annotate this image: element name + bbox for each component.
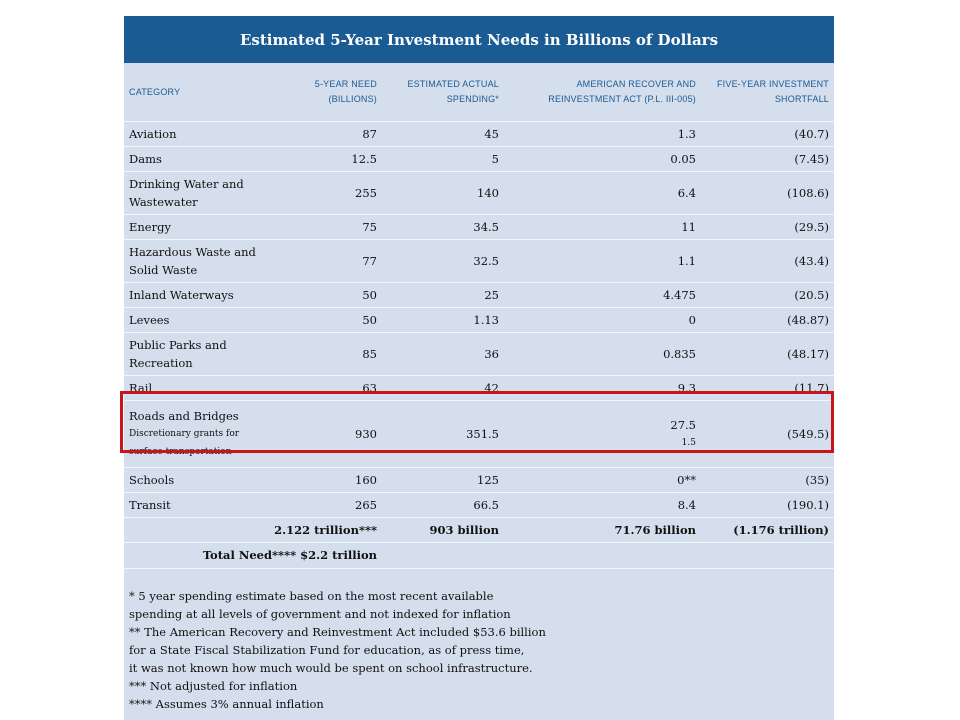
- total-need-cell: Total Need**** $2.2 trillion: [124, 542, 382, 568]
- category-cell: Aviation: [124, 121, 282, 147]
- header-arra: AMERICAN RECOVER AND REINVESTMENT ACT (P.…: [548, 79, 696, 104]
- category-cell: Inland Waterways: [124, 282, 282, 308]
- arra-cell: 0.835: [504, 332, 701, 376]
- need-cell: 12.5: [282, 146, 382, 172]
- table-row-energy: Energy 75 34.5 11 (29.5): [124, 214, 834, 240]
- investment-table-panel: Estimated 5-Year Investment Needs in Bil…: [124, 16, 834, 720]
- footnote-line: it was not known how much would be spent…: [129, 660, 533, 675]
- totals-spending-cell: 903 billion: [382, 517, 504, 543]
- arra-cell: 0.05: [504, 146, 701, 172]
- roads-bridges-highlight-box: [120, 391, 834, 453]
- spending-cell: 32.5: [382, 239, 504, 283]
- shortfall-cell: (190.1): [701, 492, 834, 518]
- table-title: Estimated 5-Year Investment Needs in Bil…: [124, 16, 834, 63]
- table-row-schools: Schools 160 125 0** (35): [124, 467, 834, 493]
- footnote-line: *** Not adjusted for inflation: [129, 678, 298, 693]
- footnote-line: ** The American Recovery and Reinvestmen…: [129, 624, 546, 639]
- footnotes: * 5 year spending estimate based on the …: [124, 567, 834, 713]
- total-need-row: Total Need**** $2.2 trillion: [124, 542, 834, 568]
- shortfall-cell: (43.4): [701, 239, 834, 283]
- spending-cell: 125: [382, 467, 504, 493]
- arra-cell: 8.4: [504, 492, 701, 518]
- table-row-dams: Dams 12.5 5 0.05 (7.45): [124, 146, 834, 172]
- shortfall-cell: (108.6): [701, 171, 834, 215]
- spending-cell: 34.5: [382, 214, 504, 240]
- header-shortfall: FIVE-YEAR INVESTMENT SHORTFALL: [716, 79, 829, 104]
- shortfall-cell: (48.17): [701, 332, 834, 376]
- arra-cell: 11: [504, 214, 701, 240]
- totals-arra-cell: 71.76 billion: [504, 517, 701, 543]
- header-spending: ESTIMATED ACTUAL SPENDING*: [407, 79, 499, 104]
- arra-cell: 1.3: [504, 121, 701, 147]
- category-cell: Drinking Water and Wastewater: [124, 171, 282, 215]
- footnote-line: spending at all levels of government and…: [129, 606, 511, 621]
- need-cell: 255: [282, 171, 382, 215]
- spending-cell: 42: [382, 375, 504, 401]
- category-cell: Schools: [124, 467, 282, 493]
- need-cell: 50: [282, 307, 382, 333]
- totals-row: 2.122 trillion*** 903 billion 71.76 bill…: [124, 517, 834, 543]
- shortfall-cell: (7.45): [701, 146, 834, 172]
- need-cell: 930: [282, 400, 382, 468]
- empty-cell: [504, 542, 701, 568]
- shortfall-cell: (20.5): [701, 282, 834, 308]
- category-cell: Levees: [124, 307, 282, 333]
- shortfall-cell: (549.5): [701, 400, 834, 468]
- spending-cell: 36: [382, 332, 504, 376]
- arra-cell: 6.4: [504, 171, 701, 215]
- spending-cell: 351.5: [382, 400, 504, 468]
- investment-table: CATEGORY 5-YEAR NEED (BILLIONS) ESTIMATED…: [124, 63, 834, 568]
- category-cell: Transit: [124, 492, 282, 518]
- spending-cell: 5: [382, 146, 504, 172]
- need-cell: 85: [282, 332, 382, 376]
- spending-cell: 45: [382, 121, 504, 147]
- header-need: 5-YEAR NEED (BILLIONS): [314, 79, 377, 104]
- category-cell: Public Parks and Recreation: [124, 332, 282, 376]
- category-cell: Hazardous Waste and Solid Waste: [124, 239, 282, 283]
- table-row-aviation: Aviation 87 45 1.3 (40.7): [124, 121, 834, 147]
- totals-need-cell: 2.122 trillion***: [124, 517, 382, 543]
- arra-cell: 0: [504, 307, 701, 333]
- subcategory-label: Discretionary grants for: [129, 429, 240, 439]
- arra-cell: 27.5 1.5: [504, 400, 701, 468]
- need-cell: 160: [282, 467, 382, 493]
- empty-cell: [701, 542, 834, 568]
- need-cell: 87: [282, 121, 382, 147]
- spending-cell: 66.5: [382, 492, 504, 518]
- arra-cell: 1.1: [504, 239, 701, 283]
- arra-cell: 4.475: [504, 282, 701, 308]
- category-cell: Energy: [124, 214, 282, 240]
- table-row-levees: Levees 50 1.13 0 (48.87): [124, 307, 834, 333]
- table-row-hazardous-waste: Hazardous Waste and Solid Waste 77 32.5 1…: [124, 239, 834, 283]
- arra-sub-value: 1.5: [681, 438, 696, 448]
- need-cell: 50: [282, 282, 382, 308]
- spending-cell: 1.13: [382, 307, 504, 333]
- footnote-line: for a State Fiscal Stabilization Fund fo…: [129, 642, 525, 657]
- empty-cell: [382, 542, 504, 568]
- footnote-line: **** Assumes 3% annual inflation: [129, 696, 324, 711]
- header-category: CATEGORY: [129, 86, 181, 97]
- category-cell: Dams: [124, 146, 282, 172]
- shortfall-cell: (35): [701, 467, 834, 493]
- need-cell: 75: [282, 214, 382, 240]
- column-header-row: CATEGORY 5-YEAR NEED (BILLIONS) ESTIMATED…: [124, 63, 834, 122]
- need-cell: 265: [282, 492, 382, 518]
- spending-cell: 25: [382, 282, 504, 308]
- footnote-line: * 5 year spending estimate based on the …: [129, 588, 494, 603]
- shortfall-cell: (29.5): [701, 214, 834, 240]
- need-cell: 77: [282, 239, 382, 283]
- table-row-transit: Transit 265 66.5 8.4 (190.1): [124, 492, 834, 518]
- table-row-inland-waterways: Inland Waterways 50 25 4.475 (20.5): [124, 282, 834, 308]
- shortfall-cell: (40.7): [701, 121, 834, 147]
- shortfall-cell: (48.87): [701, 307, 834, 333]
- arra-cell: 0**: [504, 467, 701, 493]
- table-row-public-parks: Public Parks and Recreation 85 36 0.835 (…: [124, 332, 834, 376]
- arra-cell: 9.3: [504, 375, 701, 401]
- spending-cell: 140: [382, 171, 504, 215]
- totals-shortfall-cell: (1.176 trillion): [701, 517, 834, 543]
- table-row-drinking-water: Drinking Water and Wastewater 255 140 6.4…: [124, 171, 834, 215]
